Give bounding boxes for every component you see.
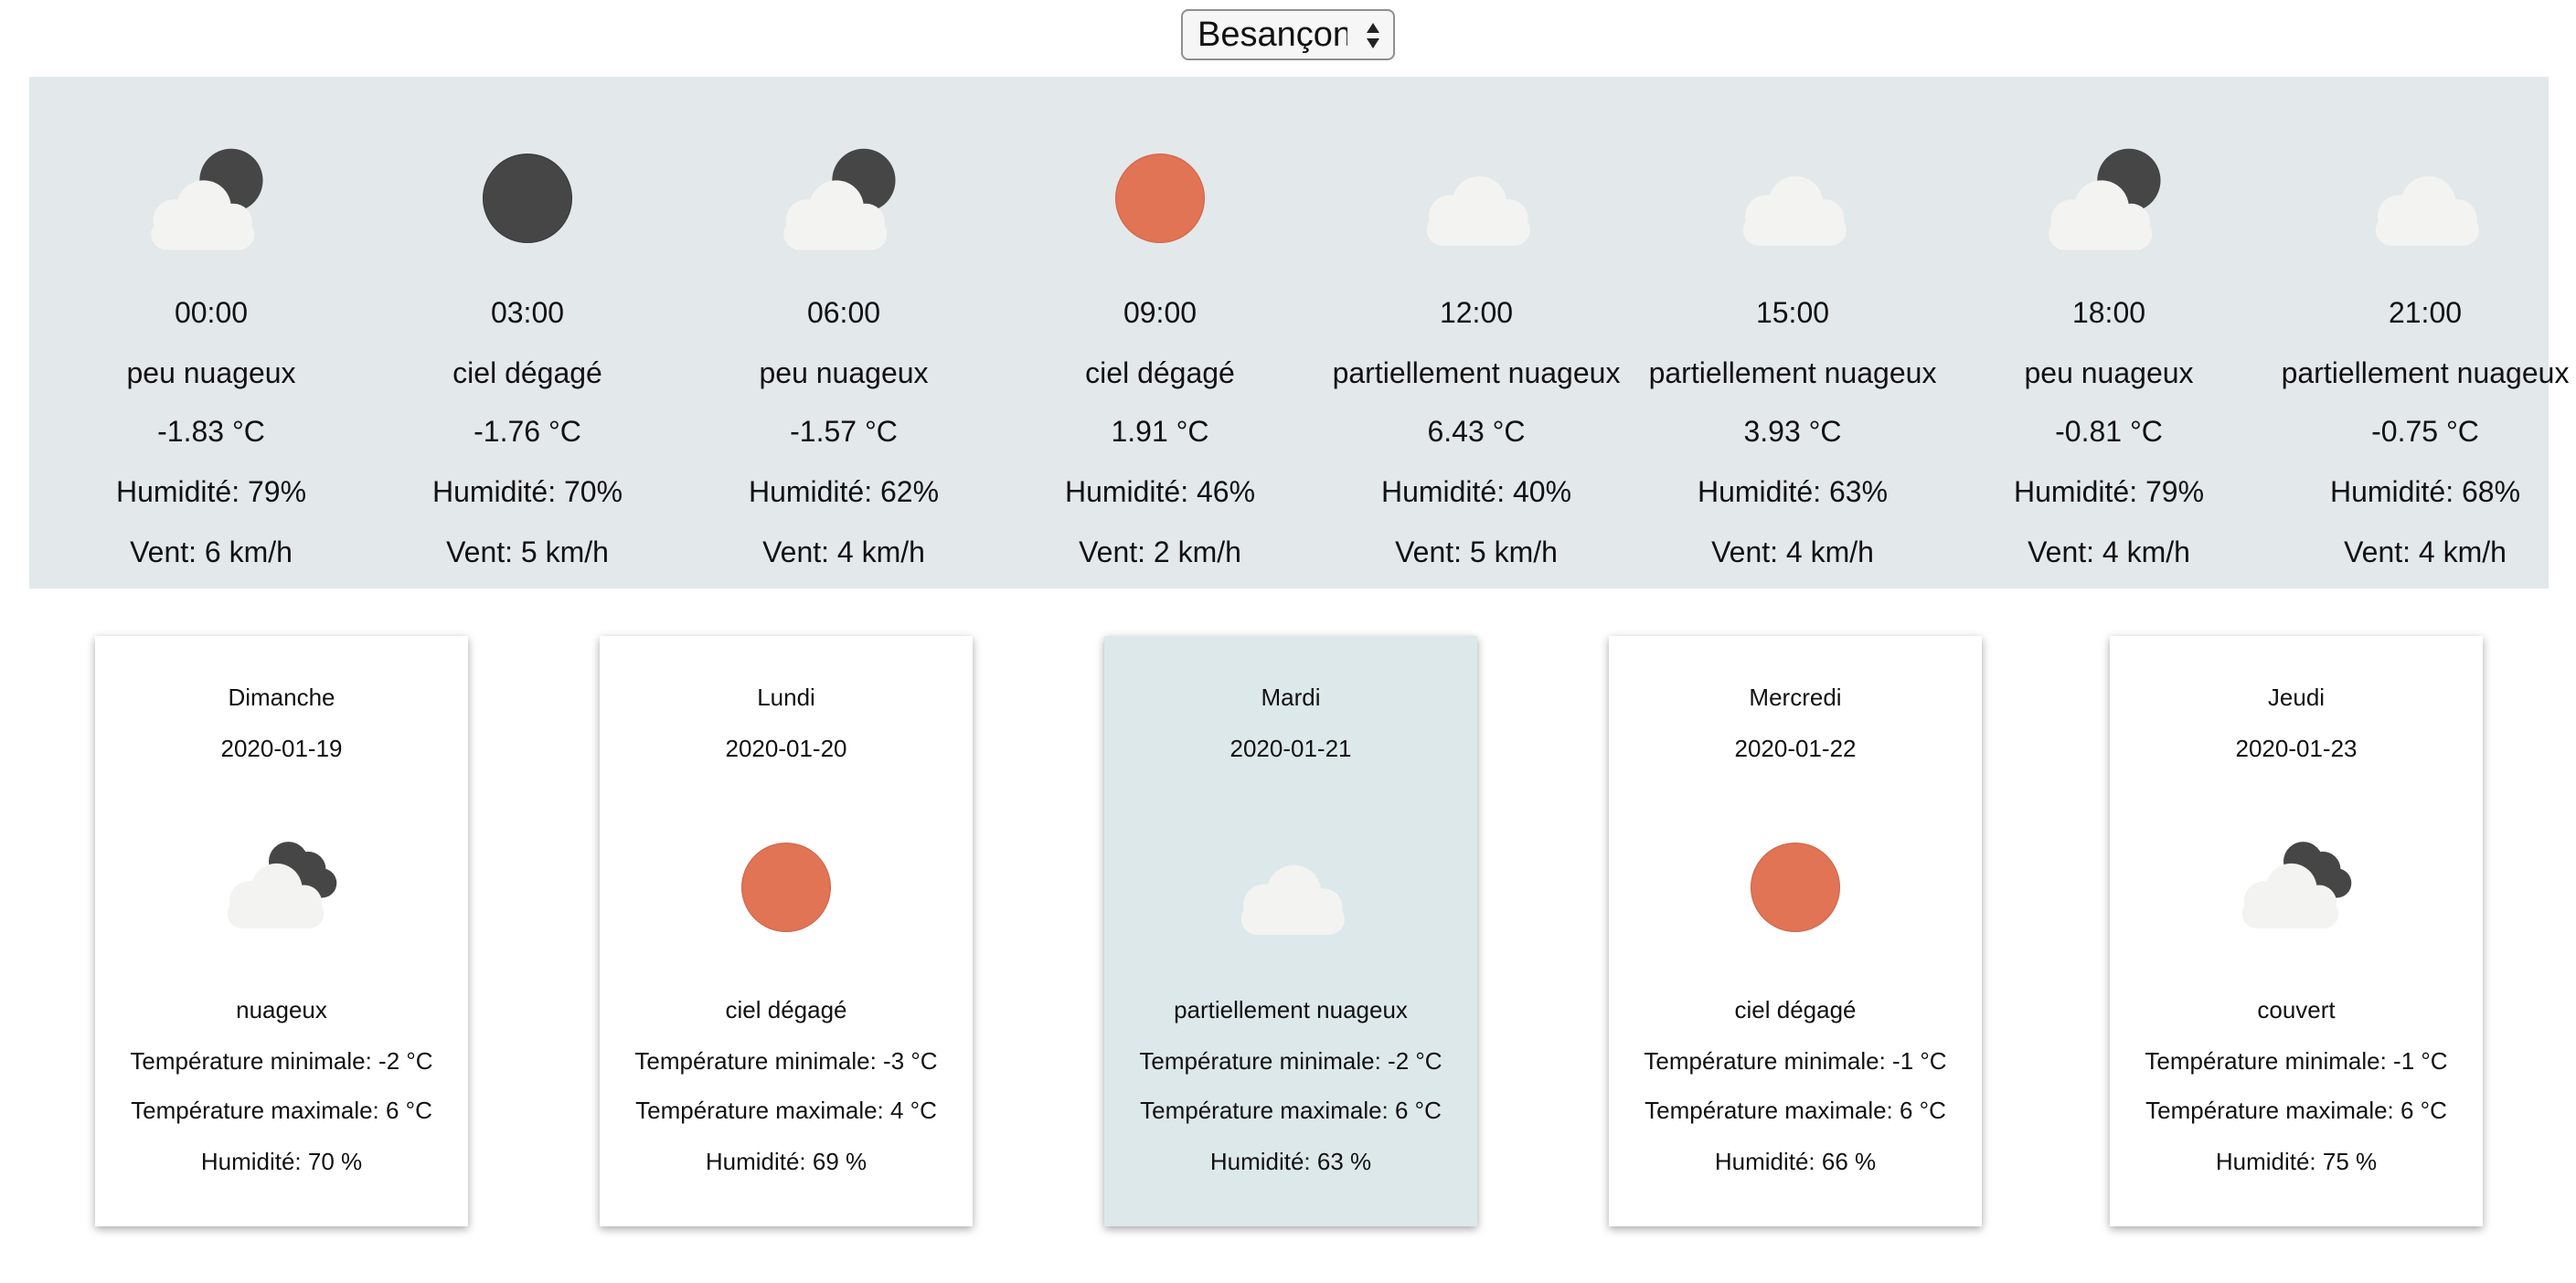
broken-clouds-icon [95, 819, 468, 938]
day-name: Mercredi [1749, 684, 1842, 711]
hour-description: peu nuageux [2024, 356, 2194, 389]
hour-humidity: Humidité: 79% [115, 475, 307, 508]
day-description: partiellement nuageux [1174, 996, 1408, 1023]
day-humidity: Humidité: 63 % [1209, 1148, 1372, 1175]
hourly-forecast: 00:00 peu nuageux -1.83 °C Humidité: 79%… [29, 77, 2569, 588]
hour-temperature: -1.76 °C [474, 415, 581, 448]
hour-description: ciel dégagé [1085, 356, 1235, 389]
broken-clouds-icon [2110, 819, 2483, 938]
hour-humidity: Humidité: 40% [1380, 475, 1572, 508]
hourly-item[interactable]: 21:00 partiellement nuageux -0.75 °C Hum… [2267, 77, 2576, 588]
day-name: Dimanche [228, 684, 335, 711]
hour-time: 21:00 [2388, 296, 2463, 329]
hour-wind: Vent: 5 km/h [1395, 535, 1558, 568]
day-date: 2020-01-21 [1229, 735, 1352, 762]
city-select-wrapper[interactable]: Besançon [1181, 9, 1395, 60]
few-clouds-night-icon [53, 130, 369, 267]
hour-wind: Vent: 2 km/h [1079, 535, 1241, 568]
day-description: ciel dégagé [725, 996, 847, 1023]
day-temp-max: Température maximale: 6 °C [2145, 1097, 2447, 1124]
cloud-icon [1634, 130, 1951, 267]
day-name: Mardi [1261, 684, 1321, 711]
day-temp-min: Température minimale: -2 °C [130, 1047, 433, 1075]
hour-humidity: Humidité: 62% [748, 475, 940, 508]
clear-day-icon [1609, 819, 1982, 938]
hourly-item[interactable]: 06:00 peu nuageux -1.57 °C Humidité: 62%… [686, 77, 1002, 588]
hour-time: 18:00 [2071, 296, 2146, 329]
cloud-icon [2267, 130, 2576, 267]
hour-description: peu nuageux [759, 356, 929, 389]
hour-temperature: 3.93 °C [1743, 415, 1842, 448]
hour-temperature: -0.81 °C [2055, 415, 2163, 448]
hourly-item[interactable]: 15:00 partiellement nuageux 3.93 °C Humi… [1634, 77, 1951, 588]
cloud-icon [1104, 819, 1477, 938]
day-humidity: Humidité: 66 % [1714, 1148, 1877, 1175]
hour-humidity: Humidité: 70% [431, 475, 623, 508]
day-card-selected[interactable]: Mardi 2020-01-21 partiellement nuageux T… [1104, 636, 1477, 1226]
hour-wind: Vent: 4 km/h [1711, 535, 1874, 568]
hour-temperature: -0.75 °C [2371, 415, 2479, 448]
hour-time: 00:00 [174, 296, 249, 329]
day-temp-max: Température maximale: 6 °C [1645, 1097, 1946, 1124]
day-card[interactable]: Lundi 2020-01-20 ciel dégagé Température… [600, 636, 973, 1226]
hourly-item[interactable]: 18:00 peu nuageux -0.81 °C Humidité: 79%… [1951, 77, 2267, 588]
day-temp-max: Température maximale: 4 °C [635, 1097, 937, 1124]
day-temp-min: Température minimale: -3 °C [634, 1047, 938, 1075]
day-temp-max: Température maximale: 6 °C [1140, 1097, 1442, 1124]
hour-time: 09:00 [1123, 296, 1198, 329]
hourly-item[interactable]: 12:00 partiellement nuageux 6.43 °C Humi… [1318, 77, 1634, 588]
clear-day-icon [1002, 130, 1318, 267]
cloud-icon [1318, 130, 1634, 267]
day-name: Jeudi [2267, 684, 2326, 711]
hour-temperature: 6.43 °C [1427, 415, 1526, 448]
hour-time: 03:00 [490, 296, 565, 329]
hour-wind: Vent: 4 km/h [2028, 535, 2190, 568]
hour-description: partiellement nuageux [1332, 356, 1621, 389]
day-humidity: Humidité: 70 % [200, 1148, 363, 1175]
day-temp-min: Température minimale: -1 °C [2145, 1047, 2448, 1075]
city-select[interactable]: Besançon [1183, 11, 1393, 58]
day-description: ciel dégagé [1734, 996, 1857, 1023]
clear-day-icon [600, 819, 973, 938]
hour-humidity: Humidité: 68% [2329, 475, 2521, 508]
day-card[interactable]: Dimanche 2020-01-19 nuageux Température … [95, 636, 468, 1226]
hour-humidity: Humidité: 63% [1697, 475, 1889, 508]
hour-wind: Vent: 5 km/h [446, 535, 609, 568]
hour-time: 15:00 [1755, 296, 1830, 329]
hour-description: peu nuageux [126, 356, 296, 389]
day-humidity: Humidité: 75 % [2215, 1148, 2378, 1175]
day-card[interactable]: Jeudi 2020-01-23 couvert Température min… [2110, 636, 2483, 1226]
hour-time: 12:00 [1439, 296, 1514, 329]
hour-wind: Vent: 4 km/h [762, 535, 925, 568]
hour-time: 06:00 [806, 296, 881, 329]
few-clouds-night-icon [1951, 130, 2267, 267]
hour-wind: Vent: 4 km/h [2344, 535, 2507, 568]
hourly-item[interactable]: 09:00 ciel dégagé 1.91 °C Humidité: 46% … [1002, 77, 1318, 588]
hour-temperature: -1.57 °C [790, 415, 898, 448]
day-temp-max: Température maximale: 6 °C [131, 1097, 432, 1124]
hour-temperature: 1.91 °C [1111, 415, 1209, 448]
hourly-item[interactable]: 03:00 ciel dégagé -1.76 °C Humidité: 70%… [369, 77, 686, 588]
hourly-item[interactable]: 00:00 peu nuageux -1.83 °C Humidité: 79%… [53, 77, 369, 588]
day-date: 2020-01-22 [1734, 735, 1857, 762]
hour-description: partiellement nuageux [2281, 356, 2570, 389]
day-card[interactable]: Mercredi 2020-01-22 ciel dégagé Températ… [1609, 636, 1982, 1226]
day-temp-min: Température minimale: -1 °C [1644, 1047, 1947, 1075]
day-date: 2020-01-20 [725, 735, 847, 762]
hour-description: ciel dégagé [452, 356, 602, 389]
day-humidity: Humidité: 69 % [705, 1148, 868, 1175]
hour-wind: Vent: 6 km/h [130, 535, 293, 568]
day-date: 2020-01-23 [2235, 735, 2358, 762]
hour-description: partiellement nuageux [1648, 356, 1937, 389]
day-description: couvert [2257, 996, 2336, 1023]
day-temp-min: Température minimale: -2 °C [1139, 1047, 1442, 1075]
day-date: 2020-01-19 [220, 735, 343, 762]
clear-night-icon [369, 130, 686, 267]
few-clouds-night-icon [686, 130, 1002, 267]
hour-humidity: Humidité: 46% [1064, 475, 1256, 508]
hour-temperature: -1.83 °C [157, 415, 265, 448]
day-description: nuageux [236, 996, 327, 1023]
day-name: Lundi [757, 684, 815, 711]
hour-humidity: Humidité: 79% [2013, 475, 2205, 508]
